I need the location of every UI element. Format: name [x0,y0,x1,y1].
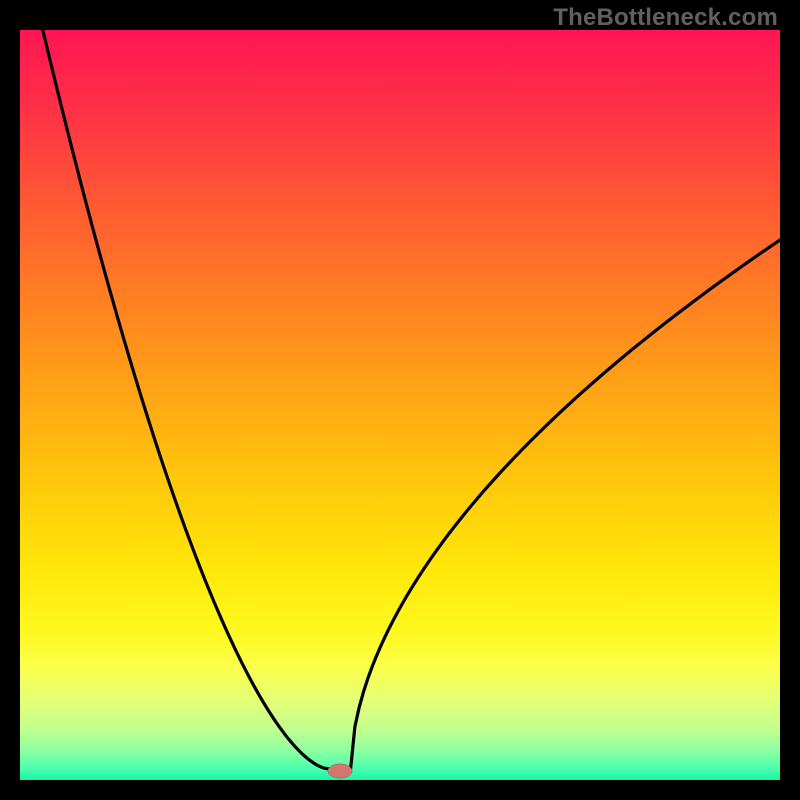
plot-area [20,30,780,780]
optimum-marker [328,764,352,778]
watermark-text: TheBottleneck.com [553,4,778,32]
chart-frame: TheBottleneck.com [0,0,800,800]
gradient-background [20,30,780,780]
bottleneck-chart [20,30,780,780]
